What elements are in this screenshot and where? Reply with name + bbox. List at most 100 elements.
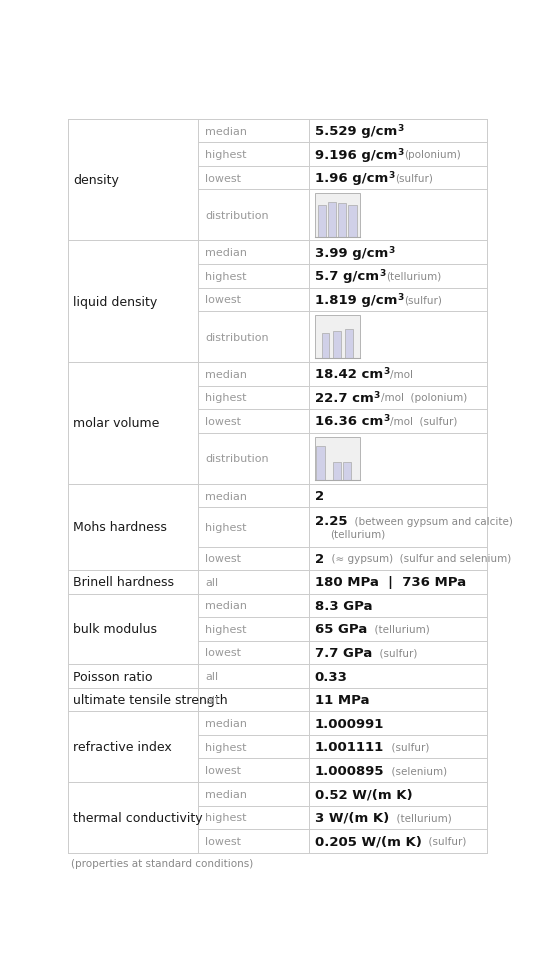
Text: 18.42 cm: 18.42 cm: [314, 368, 383, 381]
Text: Mohs hardness: Mohs hardness: [73, 521, 167, 534]
Text: 8.3 GPa: 8.3 GPa: [314, 600, 372, 612]
Text: (between gypsum and calcite): (between gypsum and calcite): [348, 516, 513, 526]
Bar: [322, 334, 329, 359]
Text: 1.000991: 1.000991: [314, 717, 384, 730]
Text: median: median: [205, 789, 247, 799]
Text: median: median: [205, 600, 247, 610]
Text: highest: highest: [205, 742, 247, 752]
Bar: [338, 203, 347, 238]
Text: 1.819 g/cm: 1.819 g/cm: [314, 293, 397, 306]
Text: 180 MPa  |  736 MPa: 180 MPa | 736 MPa: [314, 576, 466, 589]
Text: density: density: [73, 174, 119, 187]
Text: 5.529 g/cm: 5.529 g/cm: [314, 125, 397, 138]
Text: 0.205 W/(m K): 0.205 W/(m K): [314, 834, 422, 848]
Text: lowest: lowest: [205, 836, 241, 846]
Bar: [316, 446, 325, 480]
Text: 3: 3: [379, 269, 385, 278]
Bar: [342, 463, 351, 480]
Text: median: median: [205, 248, 247, 258]
Text: 9.196 g/cm: 9.196 g/cm: [314, 149, 397, 161]
Text: lowest: lowest: [205, 417, 241, 426]
Text: lowest: lowest: [205, 295, 241, 305]
Text: (≈ gypsum)  (sulfur and selenium): (≈ gypsum) (sulfur and selenium): [325, 554, 511, 563]
Text: 2: 2: [314, 553, 324, 565]
Text: highest: highest: [205, 624, 247, 635]
Text: distribution: distribution: [205, 454, 269, 464]
Text: median: median: [205, 719, 247, 729]
Text: median: median: [205, 370, 247, 379]
Text: 3: 3: [397, 292, 403, 301]
Text: all: all: [205, 694, 218, 705]
Bar: [345, 330, 353, 359]
Text: thermal conductivity: thermal conductivity: [73, 811, 203, 823]
Text: 5.7 g/cm: 5.7 g/cm: [314, 270, 379, 283]
Text: 1.000895: 1.000895: [314, 764, 384, 777]
Text: 2.25: 2.25: [314, 514, 347, 528]
Text: 3: 3: [397, 124, 403, 133]
Text: (sulfur): (sulfur): [385, 742, 429, 752]
Text: highest: highest: [205, 813, 247, 822]
Text: 1.001111: 1.001111: [314, 740, 384, 753]
Text: liquid density: liquid density: [73, 295, 157, 308]
Text: lowest: lowest: [205, 554, 241, 563]
Bar: [328, 203, 336, 238]
Text: highest: highest: [205, 150, 247, 160]
Text: (sulfur): (sulfur): [395, 173, 433, 184]
Text: 11 MPa: 11 MPa: [314, 693, 369, 706]
Text: /mol  (polonium): /mol (polonium): [381, 393, 467, 403]
Text: lowest: lowest: [205, 173, 241, 184]
Text: lowest: lowest: [205, 766, 241, 776]
Text: Poisson ratio: Poisson ratio: [73, 670, 152, 683]
Text: Brinell hardness: Brinell hardness: [73, 576, 174, 589]
Text: all: all: [205, 671, 218, 682]
Text: molar volume: molar volume: [73, 417, 159, 430]
Bar: [318, 206, 327, 238]
Text: ultimate tensile strength: ultimate tensile strength: [73, 693, 228, 706]
Text: (tellurium): (tellurium): [390, 813, 452, 822]
Text: (polonium): (polonium): [405, 150, 461, 160]
Text: 3: 3: [397, 148, 403, 156]
Text: refractive index: refractive index: [73, 740, 171, 753]
Text: highest: highest: [205, 393, 247, 403]
Text: 3 W/(m K): 3 W/(m K): [314, 811, 389, 823]
Text: median: median: [205, 491, 247, 501]
Text: distribution: distribution: [205, 210, 269, 221]
Text: (sulfur): (sulfur): [373, 647, 417, 658]
Text: median: median: [205, 126, 247, 136]
Text: distribution: distribution: [205, 333, 269, 342]
Text: 7.7 GPa: 7.7 GPa: [314, 646, 372, 659]
Text: 1.96 g/cm: 1.96 g/cm: [314, 172, 388, 185]
Text: 3.99 g/cm: 3.99 g/cm: [314, 246, 388, 259]
Bar: [333, 332, 341, 359]
Text: 2: 2: [314, 490, 324, 503]
Text: (sulfur): (sulfur): [423, 836, 467, 846]
Text: 3: 3: [388, 171, 395, 180]
Bar: [348, 205, 357, 238]
Text: (tellurium): (tellurium): [330, 528, 385, 539]
Bar: [333, 463, 341, 480]
Text: 22.7 cm: 22.7 cm: [314, 391, 373, 405]
Text: (selenium): (selenium): [385, 766, 447, 776]
Text: highest: highest: [205, 272, 247, 282]
Text: 3: 3: [388, 245, 395, 254]
Bar: [314, 437, 360, 480]
Text: (tellurium): (tellurium): [367, 624, 430, 635]
Text: /mol: /mol: [390, 370, 413, 379]
Text: 0.33: 0.33: [314, 670, 348, 683]
Bar: [314, 194, 360, 238]
Text: 3: 3: [383, 367, 389, 376]
Text: (tellurium): (tellurium): [386, 272, 441, 282]
Text: lowest: lowest: [205, 647, 241, 658]
Text: 16.36 cm: 16.36 cm: [314, 415, 383, 428]
Text: 3: 3: [383, 414, 390, 422]
Text: bulk modulus: bulk modulus: [73, 623, 157, 636]
Text: all: all: [205, 577, 218, 587]
Text: 65 GPa: 65 GPa: [314, 623, 367, 636]
Text: highest: highest: [205, 522, 247, 532]
Text: /mol  (sulfur): /mol (sulfur): [390, 417, 458, 426]
Text: 0.52 W/(m K): 0.52 W/(m K): [314, 787, 412, 800]
Text: 3: 3: [374, 390, 380, 399]
Text: (sulfur): (sulfur): [405, 295, 442, 305]
Text: (properties at standard conditions): (properties at standard conditions): [72, 859, 253, 868]
Bar: [314, 316, 360, 359]
